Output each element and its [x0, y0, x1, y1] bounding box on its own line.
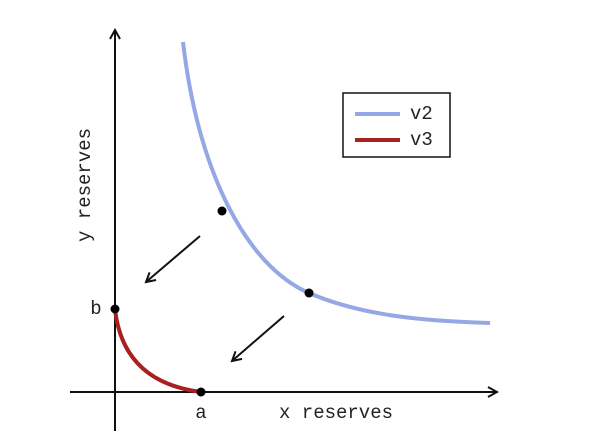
- v3-curve: [113, 308, 202, 394]
- point: [217, 206, 227, 216]
- legend-label: v2: [410, 103, 433, 125]
- y-axis-label: y reserves: [74, 128, 96, 242]
- x-axis-label: x reserves: [279, 402, 393, 424]
- legend-box: [342, 92, 451, 158]
- arrow: [232, 315, 285, 361]
- point: [110, 304, 120, 314]
- point: [196, 387, 206, 397]
- v2-curve: [181, 41, 491, 325]
- arrow: [146, 235, 201, 282]
- point: [304, 288, 314, 298]
- legend-label: v3: [410, 129, 433, 151]
- point-label: b: [90, 298, 101, 320]
- point-label: a: [195, 402, 206, 424]
